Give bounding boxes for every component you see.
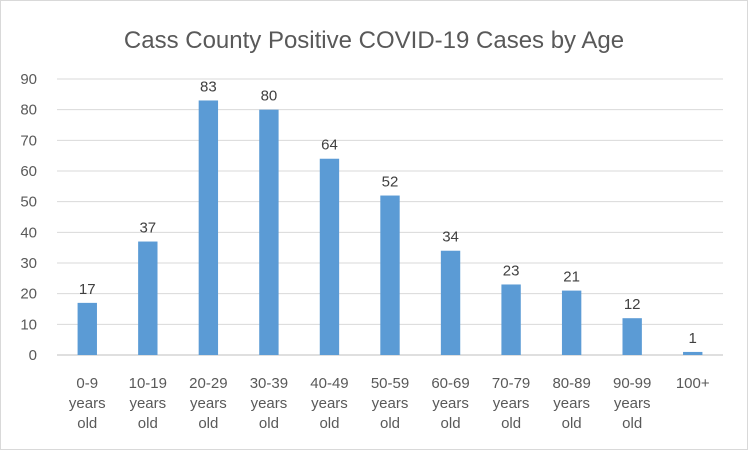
x-category-label: 30-39 years old xyxy=(250,375,288,432)
bar xyxy=(319,158,340,355)
bars xyxy=(77,100,703,356)
data-label: 64 xyxy=(321,137,338,154)
data-label: 83 xyxy=(200,78,217,95)
bar xyxy=(622,318,642,355)
x-category-label: 40-49 years old xyxy=(310,375,348,432)
data-label: 12 xyxy=(624,296,641,313)
bar xyxy=(561,290,582,355)
data-label: 17 xyxy=(79,281,96,298)
data-label: 34 xyxy=(442,229,459,246)
y-axis-ticks: 0 10 20 30 40 50 60 70 80 90 xyxy=(20,71,37,364)
y-tick-label: 10 xyxy=(20,316,37,333)
x-axis-categories: 0-9 years old 10-19 years old 20-29 years old 30-… xyxy=(69,375,710,432)
x-category-label: 10-19 years old xyxy=(129,375,167,432)
x-category-label: 80-89 years old xyxy=(552,375,590,432)
y-tick-label: 50 xyxy=(20,194,37,211)
y-tick-label: 70 xyxy=(20,132,37,149)
data-label: 37 xyxy=(139,220,156,237)
x-category-label: 0-9 years old xyxy=(69,375,106,432)
x-category-label: 20-29 years old xyxy=(189,375,227,432)
bar xyxy=(138,241,158,355)
x-category-label: 90-99 years old xyxy=(613,375,651,432)
bar xyxy=(259,109,279,356)
bar xyxy=(501,284,521,355)
x-category-label: 100+ xyxy=(676,375,710,392)
y-tick-label: 0 xyxy=(29,347,37,364)
y-tick-label: 20 xyxy=(20,286,37,303)
chart-title: Cass County Positive COVID-19 Cases by A… xyxy=(124,27,624,54)
bar xyxy=(380,195,400,355)
x-category-label: 70-79 years old xyxy=(492,375,530,432)
x-category-label: 50-59 years old xyxy=(371,375,409,432)
data-label: 1 xyxy=(689,330,697,347)
y-tick-label: 80 xyxy=(20,102,37,119)
y-tick-label: 60 xyxy=(20,163,37,180)
bar xyxy=(198,100,219,355)
y-tick-label: 40 xyxy=(20,224,37,241)
data-label: 21 xyxy=(563,269,580,286)
x-category-label: 60-69 years old xyxy=(431,375,469,432)
bar xyxy=(683,351,703,355)
y-tick-label: 90 xyxy=(20,71,37,88)
data-label: 23 xyxy=(503,262,520,279)
data-label: 52 xyxy=(382,174,399,191)
bar xyxy=(440,250,461,355)
data-labels: 17 37 83 80 64 52 34 23 21 12 1 xyxy=(79,78,697,346)
data-label: 80 xyxy=(261,88,278,105)
bar xyxy=(77,302,97,355)
y-tick-label: 30 xyxy=(20,255,37,272)
